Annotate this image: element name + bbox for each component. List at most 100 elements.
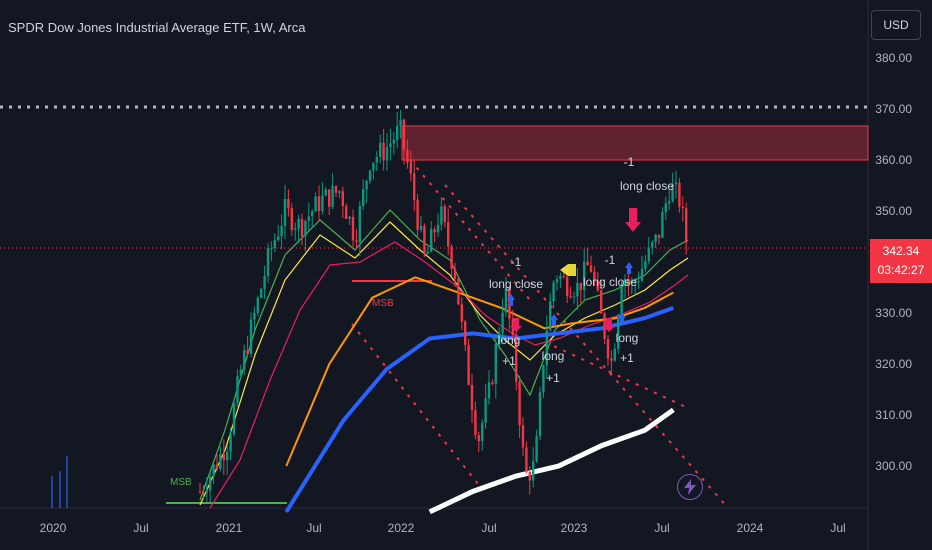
candle-body [270,248,273,250]
long-close-arrow [625,208,641,232]
candle-body [311,211,314,217]
candle-body [409,162,412,174]
time-axis[interactable]: 2020 Jul 2021 Jul 2022 Jul 2023 Jul 2024 Jul [40,521,846,535]
candle-body [525,447,528,472]
long-close-arrow [510,318,522,332]
annotation-long-close: long close [489,277,543,291]
candle-body [212,464,215,477]
last-price-badge: 342.34 03:42:27 [870,239,932,283]
candle-body [657,234,661,238]
candle-body [413,173,416,200]
candle-body [637,280,640,283]
candle-body [399,119,402,126]
candle-body [362,189,365,206]
candle-body [243,350,246,370]
candle-body [280,226,283,237]
candle-body [317,196,321,211]
candle-body [324,189,327,196]
candle-body [623,279,627,286]
candle-body [477,435,480,442]
candle-body [464,321,467,345]
candle-body [681,206,684,209]
candle-body [566,277,569,297]
candle-body [668,201,671,204]
candle-body [447,222,450,247]
candle-body [640,268,644,281]
candle-body [498,332,501,345]
candle-body [654,234,657,243]
candle-body [202,491,205,493]
candle-body [430,229,433,252]
candle-body [205,490,208,493]
candle-body [215,464,219,469]
time-tick-label: Jul [306,521,321,535]
price-tick-label: 380.00 [875,51,912,65]
candle-body [273,240,276,249]
candle-body [433,229,436,233]
candle-body [256,297,259,313]
long-entry-arrow [507,294,515,306]
candle-body [396,125,399,140]
candle-body [348,216,351,219]
candle-body [593,271,596,282]
long-entry-arrow [550,314,558,326]
trend-line-upper-1 [409,159,531,301]
candle-body [253,312,256,320]
candle-body [209,476,212,491]
candle-body [236,376,239,403]
annotation-long: long [616,331,639,345]
candle-body [450,246,453,269]
candle-body [392,139,395,144]
candle-body [290,208,293,231]
candle-body [457,278,460,305]
long-entry-arrow [618,312,626,324]
candle-body [385,147,389,161]
candle-body [304,220,307,237]
candle-body [596,281,599,291]
candle-body [222,453,225,461]
price-tick-label: 360.00 [875,153,912,167]
candle-body [606,339,610,359]
candle-body [487,382,491,399]
candle-body [549,301,552,331]
candle-body [501,312,504,333]
candle-body [586,261,589,266]
annotation-long: long [498,333,521,347]
candle-body [470,384,474,410]
candlestick-series [51,109,688,508]
candle-body [532,461,535,481]
candle-body [365,180,368,190]
annotation-plus-one: +1 [546,371,560,385]
lightning-icon[interactable] [677,474,703,500]
candle-body [423,225,426,254]
candle-body [515,335,518,382]
candle-body [559,275,562,280]
candle-body [314,196,317,212]
candle-body [372,162,375,171]
candle-body [287,199,290,209]
annotation-plus-one: +1 [502,354,516,368]
annotation-long: long [542,349,565,363]
candle-body [277,236,280,241]
candle-body [484,398,487,423]
candle-body [229,434,232,452]
candle-body [674,182,678,185]
price-tick-label: 310.00 [875,408,912,422]
candle-body [307,216,310,221]
candle-body [555,279,559,283]
candle-body [678,182,681,207]
candle-body [521,425,525,448]
candle-body [481,422,484,442]
time-tick-label: Jul [830,521,845,535]
candle-body [321,195,324,211]
currency-button[interactable]: USD [871,10,921,40]
candle-body [644,261,647,269]
long-entry-arrow [625,262,633,274]
candle-body [620,285,623,317]
signal-markers [507,208,641,332]
candle-body [283,199,287,227]
candle-body [630,282,633,284]
ema-white-line [428,407,675,515]
candle-body [671,184,674,202]
